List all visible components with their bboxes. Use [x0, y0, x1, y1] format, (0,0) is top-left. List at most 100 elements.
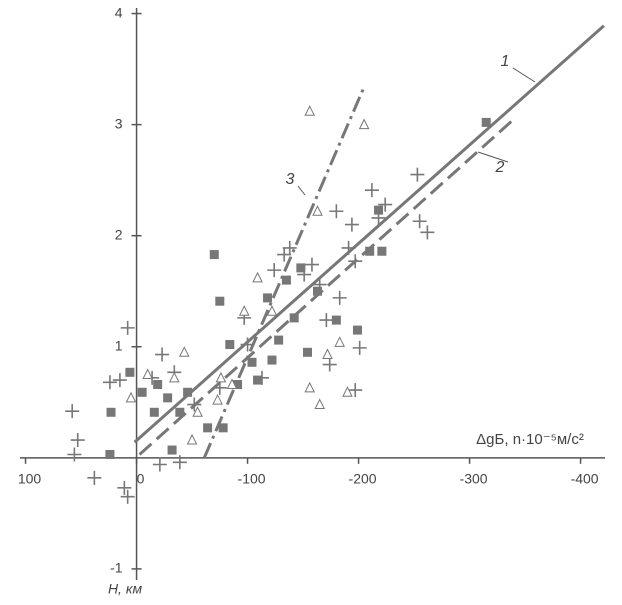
x-tick-label: 0	[137, 471, 145, 487]
point	[348, 254, 363, 269]
point	[344, 217, 359, 232]
point	[67, 447, 82, 462]
point	[125, 367, 135, 377]
point	[263, 293, 273, 303]
point	[274, 335, 284, 345]
fit-line	[133, 24, 605, 444]
point	[312, 205, 323, 216]
point	[172, 455, 187, 470]
point	[267, 355, 277, 365]
point	[142, 368, 153, 380]
point	[65, 404, 80, 419]
y-axis-label: H, км	[108, 581, 143, 597]
point	[364, 183, 379, 198]
point	[102, 375, 117, 390]
x-tick-label: -300	[460, 471, 488, 487]
point	[225, 340, 235, 350]
point	[303, 347, 313, 357]
point	[304, 381, 316, 393]
point	[192, 406, 203, 417]
x-tick-label: -100	[238, 471, 266, 487]
point	[155, 347, 170, 362]
point	[152, 457, 167, 472]
point	[332, 290, 347, 305]
point	[296, 263, 306, 273]
point	[226, 378, 238, 390]
point	[378, 197, 393, 212]
point	[319, 313, 334, 328]
point	[322, 348, 333, 360]
point	[168, 371, 180, 383]
point	[312, 286, 322, 296]
point	[212, 393, 223, 405]
point	[420, 225, 435, 240]
x-tick-label: -200	[349, 471, 377, 487]
point	[120, 320, 135, 335]
point	[374, 205, 384, 215]
point	[203, 423, 213, 433]
line-label: 1	[501, 53, 510, 70]
point	[125, 391, 137, 403]
point	[266, 305, 278, 316]
point	[117, 480, 132, 495]
point	[334, 336, 346, 347]
point	[238, 305, 250, 316]
point	[137, 387, 147, 397]
point	[304, 105, 316, 116]
point	[186, 433, 198, 445]
y-tick-label: 2	[115, 226, 123, 242]
point	[481, 117, 491, 127]
y-tick-label: 3	[115, 115, 123, 131]
y-tick-label: -1	[110, 560, 123, 576]
leader-line	[512, 67, 536, 83]
point	[149, 407, 159, 417]
point	[282, 240, 297, 255]
point	[215, 371, 227, 383]
point	[253, 375, 263, 385]
point	[183, 387, 193, 397]
point	[277, 247, 292, 262]
point	[178, 346, 190, 357]
point	[215, 296, 225, 306]
line-label: 2	[495, 159, 505, 176]
point	[289, 313, 299, 323]
point	[252, 271, 263, 283]
point	[352, 325, 362, 335]
point	[341, 240, 356, 255]
point	[167, 445, 177, 455]
x-tick-label: 100	[18, 471, 42, 487]
leader-line	[477, 151, 509, 163]
point	[365, 246, 375, 256]
line-label: 3	[286, 171, 295, 188]
x-axis-label: ΔgБ, n·10⁻⁵м/с²	[476, 431, 584, 448]
point	[120, 489, 135, 504]
point	[314, 398, 326, 410]
point	[352, 340, 367, 355]
point	[329, 204, 344, 219]
point	[240, 337, 255, 352]
fit-line	[202, 86, 366, 459]
point	[377, 246, 387, 256]
point	[175, 407, 185, 417]
x-tick-label: -400	[571, 471, 599, 487]
point	[410, 167, 425, 182]
point	[267, 263, 282, 278]
fit-line	[138, 117, 515, 456]
point	[70, 433, 85, 448]
leader-line	[297, 185, 306, 196]
point	[342, 386, 353, 397]
point	[187, 397, 202, 412]
point	[163, 393, 173, 403]
point	[106, 407, 116, 417]
point	[112, 373, 127, 388]
point	[358, 118, 370, 130]
point	[348, 383, 363, 398]
point	[209, 250, 219, 260]
y-tick-label: 4	[115, 4, 123, 20]
y-tick-label: 1	[115, 337, 123, 353]
point	[105, 449, 115, 459]
point	[322, 357, 337, 372]
point	[281, 275, 291, 285]
point	[212, 380, 227, 395]
